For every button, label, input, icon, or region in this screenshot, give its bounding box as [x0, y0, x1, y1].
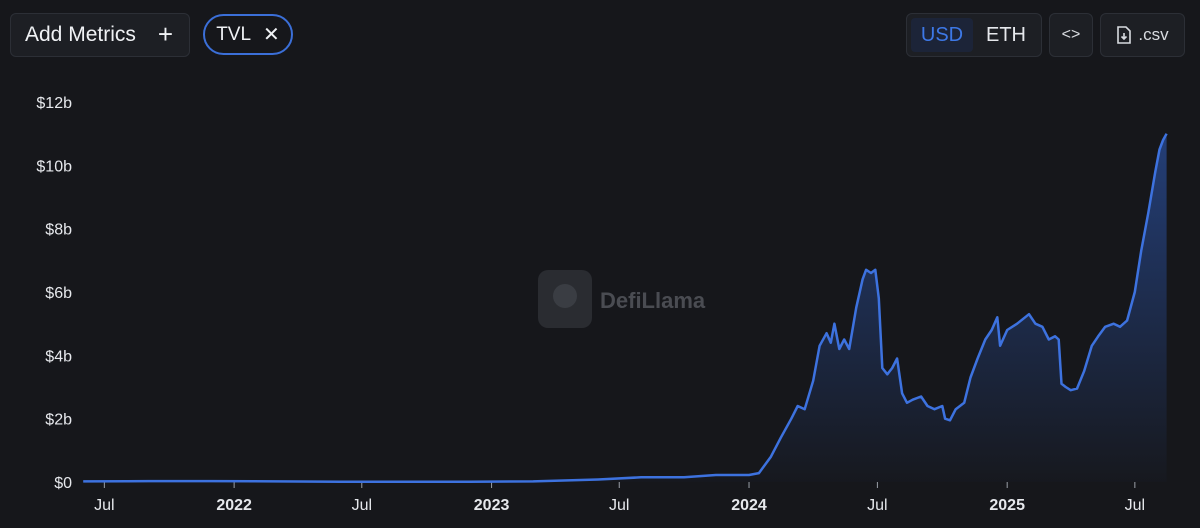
x-tick-label: 2023: [474, 497, 510, 514]
x-axis: Jul 2022 Jul 2023 Jul 2024 Jul 2025 Jul: [94, 482, 1145, 514]
embed-button[interactable]: <>: [1049, 13, 1093, 57]
file-download-icon: [1117, 26, 1132, 44]
metric-chip-label: TVL: [216, 23, 252, 45]
x-tick-label: Jul: [867, 497, 887, 514]
series-area: [83, 133, 1167, 482]
csv-label: .csv: [1138, 25, 1169, 44]
add-metrics-button[interactable]: Add Metrics +: [10, 13, 190, 57]
currency-option-usd[interactable]: USD: [911, 18, 973, 52]
y-tick-label: $2b: [45, 412, 72, 429]
y-axis: $0 $2b $4b $6b $8b $10b $12b: [36, 95, 72, 492]
y-tick-label: $8b: [45, 222, 72, 239]
x-tick-label: 2022: [216, 497, 252, 514]
y-tick-label: $0: [54, 475, 72, 492]
y-tick-label: $10b: [36, 158, 72, 175]
add-metrics-label: Add Metrics: [25, 23, 136, 46]
y-tick-label: $4b: [45, 348, 72, 365]
x-tick-label: Jul: [1125, 497, 1145, 514]
y-tick-label: $12b: [36, 95, 72, 112]
watermark-text: DefiLlama: [600, 288, 706, 313]
plus-icon: +: [157, 19, 173, 49]
x-tick-label: 2024: [731, 497, 767, 514]
metric-chip-tvl[interactable]: TVL ✕: [203, 14, 293, 55]
x-tick-label: Jul: [94, 497, 114, 514]
currency-option-eth[interactable]: ETH: [986, 23, 1026, 46]
series-line: [83, 133, 1168, 483]
currency-toggle: USD ETH: [906, 13, 1042, 57]
llama-logo-mark: [553, 284, 577, 308]
x-tick-label: Jul: [352, 497, 372, 514]
x-tick-label: Jul: [609, 497, 629, 514]
series-group: [83, 133, 1168, 483]
watermark: DefiLlama: [538, 270, 706, 328]
close-icon[interactable]: ✕: [263, 24, 280, 46]
csv-download-button[interactable]: .csv: [1100, 13, 1185, 57]
code-brackets-icon: <>: [1061, 26, 1081, 43]
y-tick-label: $6b: [45, 285, 72, 302]
x-tick-label: 2025: [989, 497, 1025, 514]
